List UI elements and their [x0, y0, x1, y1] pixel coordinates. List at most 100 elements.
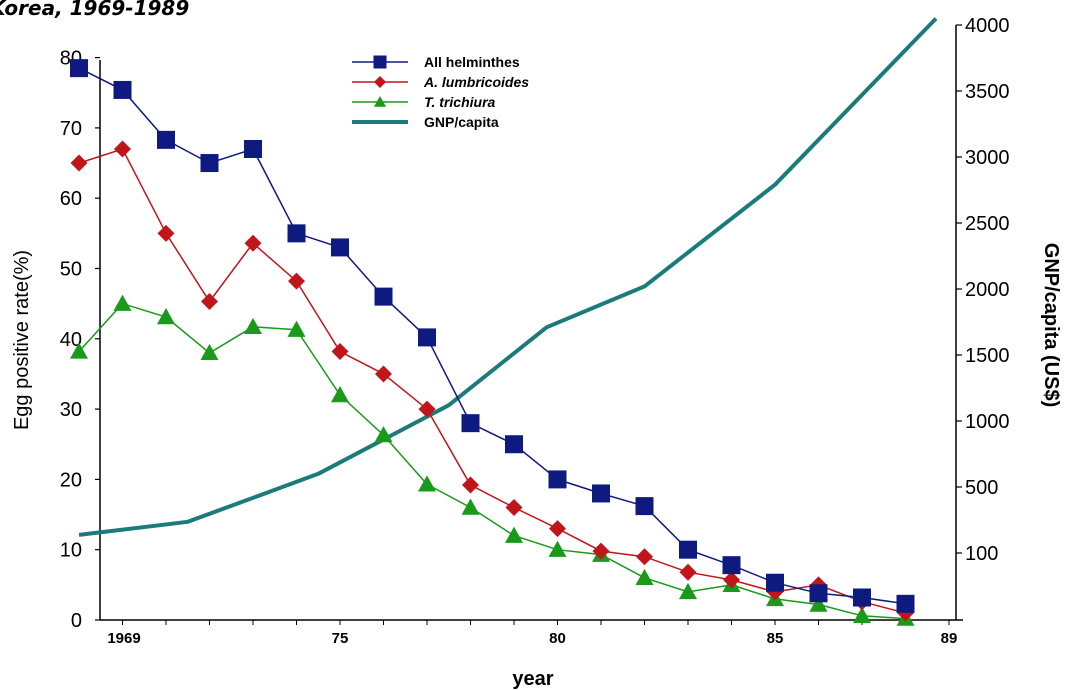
- data-point-all-helminthes: [461, 414, 480, 433]
- data-point-a-lumbricoides: [462, 476, 479, 494]
- y-right-tick-label: 3500: [965, 81, 1010, 103]
- series-all-helminthes: [70, 59, 915, 613]
- series-line-t-trichiura: [78, 302, 906, 620]
- legend: All helminthes A. lumbricoides T. trichiur…: [352, 54, 529, 130]
- series-a-lumbricoides: [70, 140, 914, 622]
- data-point-t-trichiura: [418, 475, 436, 492]
- series-layer: [70, 17, 938, 626]
- data-point-a-lumbricoides: [636, 548, 653, 566]
- data-point-all-helminthes: [853, 588, 871, 607]
- data-point-all-helminthes: [592, 484, 610, 503]
- data-point-t-trichiura: [461, 498, 480, 515]
- y-right-tick-label: 100: [965, 543, 998, 565]
- data-point-all-helminthes: [548, 470, 567, 489]
- data-point-a-lumbricoides: [288, 272, 305, 290]
- y-right-tick-label: 1500: [965, 345, 1010, 367]
- data-point-t-trichiura: [374, 426, 393, 443]
- data-point-a-lumbricoides: [70, 154, 88, 172]
- data-point-t-trichiura: [157, 308, 175, 325]
- data-point-t-trichiura: [505, 526, 523, 543]
- y-axis-left-label: Egg positive rate(%): [11, 250, 33, 430]
- legend-label-a-lumbricoides: A. lumbricoides: [423, 74, 529, 90]
- series-line-gnp-capita: [78, 17, 938, 537]
- data-point-a-lumbricoides: [549, 520, 566, 538]
- data-point-all-helminthes: [679, 540, 697, 559]
- legend-item-all-helminthes: All helminthes: [352, 54, 520, 70]
- data-point-all-helminthes: [113, 80, 132, 99]
- chart-subtitle: Korea, 1969-1989: [0, 0, 189, 20]
- series-line-a-lumbricoides: [78, 148, 906, 614]
- data-point-a-lumbricoides: [244, 234, 262, 252]
- legend-marker-a-lumbricoides: [374, 76, 386, 88]
- data-point-a-lumbricoides: [114, 140, 131, 158]
- data-point-t-trichiura: [635, 568, 654, 586]
- data-point-t-trichiura: [200, 343, 219, 361]
- data-point-t-trichiura: [113, 294, 132, 311]
- data-point-a-lumbricoides: [375, 365, 392, 383]
- legend-marker-t-trichiura: [374, 96, 386, 107]
- data-point-t-trichiura: [853, 606, 871, 623]
- x-tick-label: 85: [767, 630, 784, 647]
- y-left-tick-label: 40: [60, 329, 82, 351]
- legend-item-t-trichiura: T. trichiura: [352, 94, 496, 110]
- data-point-all-helminthes: [505, 435, 523, 454]
- data-point-a-lumbricoides: [331, 342, 349, 360]
- y-right-tick-label: 1000: [965, 411, 1010, 433]
- y-axis-right-label: GNP/capita (US$): [1040, 243, 1062, 407]
- data-point-t-trichiura: [331, 386, 349, 403]
- legend-label-t-trichiura: T. trichiura: [424, 94, 496, 110]
- data-point-t-trichiura: [548, 540, 567, 557]
- y-right-tick-label: 2000: [965, 279, 1010, 301]
- x-tick-label: 75: [332, 630, 349, 647]
- y-left-tick-label: 70: [60, 118, 82, 140]
- data-point-all-helminthes: [200, 154, 219, 173]
- data-point-all-helminthes: [374, 287, 393, 306]
- y-left-tick-label: 0: [71, 610, 82, 632]
- data-point-all-helminthes: [722, 556, 741, 575]
- data-point-t-trichiura: [679, 582, 697, 600]
- data-point-a-lumbricoides: [201, 293, 218, 311]
- data-point-t-trichiura: [287, 320, 306, 337]
- data-point-all-helminthes: [331, 238, 349, 257]
- y-left-tick-label: 60: [60, 188, 82, 210]
- legend-marker-all-helminthes: [373, 55, 387, 69]
- x-tick-label: 89: [941, 630, 958, 647]
- legend-item-a-lumbricoides: A. lumbricoides: [352, 74, 529, 90]
- data-point-a-lumbricoides: [679, 563, 697, 581]
- y-right-tick-label: 2500: [965, 213, 1010, 235]
- data-point-a-lumbricoides: [723, 571, 740, 589]
- y-left-tick-label: 50: [60, 259, 82, 281]
- y-left-tick-label: 10: [60, 540, 82, 562]
- series-gnp-capita: [78, 17, 938, 537]
- y-right-tick-label: 3000: [965, 147, 1010, 169]
- x-tick-label: 80: [549, 630, 566, 647]
- data-point-all-helminthes: [809, 584, 828, 603]
- data-point-t-trichiura: [244, 317, 262, 335]
- legend-label-gnp-capita: GNP/capita: [424, 114, 499, 130]
- x-tick-label: 1969: [107, 630, 140, 647]
- data-point-all-helminthes: [635, 497, 654, 516]
- legend-label-all-helminthes: All helminthes: [424, 54, 520, 70]
- data-point-all-helminthes: [157, 130, 175, 149]
- series-line-all-helminthes: [78, 67, 906, 605]
- data-point-all-helminthes: [766, 573, 784, 592]
- data-point-all-helminthes: [418, 328, 436, 347]
- y-left-tick-label: 30: [60, 399, 82, 421]
- series-t-trichiura: [70, 294, 915, 626]
- data-point-all-helminthes: [287, 224, 306, 243]
- data-point-a-lumbricoides: [592, 542, 610, 560]
- y-right-tick-label: 4000: [965, 15, 1010, 37]
- axes: 0 10 20 30 40 50 60 70 80 100 500 1000 1500 2000 2500 3…: [60, 15, 1010, 647]
- data-point-a-lumbricoides: [418, 400, 436, 418]
- y-left-tick-label: 20: [60, 469, 82, 491]
- data-point-all-helminthes: [244, 139, 262, 158]
- data-point-a-lumbricoides: [505, 499, 523, 517]
- legend-item-gnp-capita: GNP/capita: [352, 114, 499, 130]
- data-point-a-lumbricoides: [157, 224, 175, 242]
- x-axis-label: year: [512, 668, 553, 690]
- data-point-t-trichiura: [70, 342, 88, 359]
- data-point-all-helminthes: [896, 594, 915, 613]
- data-point-all-helminthes: [70, 59, 88, 78]
- y-right-tick-label: 500: [965, 477, 998, 499]
